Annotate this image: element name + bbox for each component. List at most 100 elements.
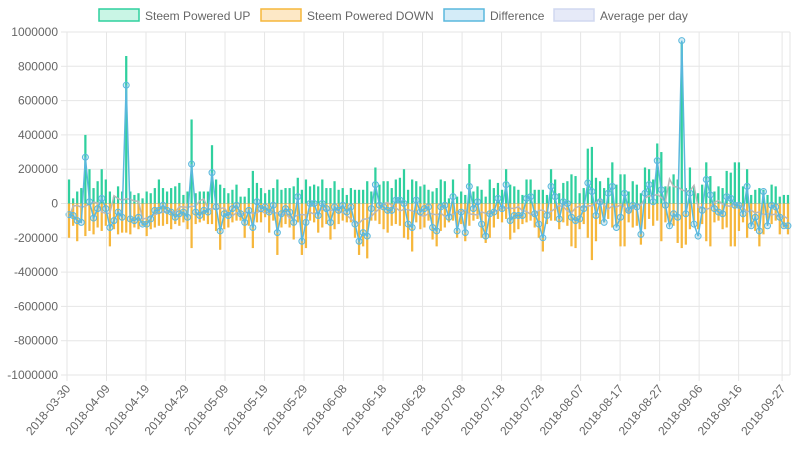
legend-item-1[interactable]: Steem Powered DOWN xyxy=(260,8,434,23)
bar-up xyxy=(476,186,479,204)
bar-up xyxy=(304,179,308,204)
bar-up xyxy=(692,186,696,204)
bar-down xyxy=(141,203,144,226)
y-tick-label: 800000 xyxy=(18,59,58,73)
bar-up xyxy=(219,184,222,204)
difference-point xyxy=(633,203,641,211)
difference-point xyxy=(155,206,163,214)
bar-down xyxy=(554,203,557,221)
bar-up xyxy=(288,188,291,204)
bar-down xyxy=(202,203,205,221)
difference-point xyxy=(208,169,216,177)
difference-point xyxy=(159,201,167,209)
y-axis: 1000000 800000 600000 400000 200000 0 -200000 -… xyxy=(7,25,68,382)
difference-point xyxy=(604,189,612,197)
bar-up xyxy=(161,188,165,204)
bar-down xyxy=(774,203,777,221)
y-tick-label: -200000 xyxy=(14,231,58,245)
difference-point xyxy=(625,206,633,214)
bar-down xyxy=(574,203,577,249)
bar-down xyxy=(623,203,626,247)
difference-point xyxy=(535,220,543,228)
bar-down xyxy=(778,203,781,235)
difference-point xyxy=(588,187,596,195)
series-difference xyxy=(65,37,792,245)
legend-item-2[interactable]: Difference xyxy=(443,8,545,23)
difference-point xyxy=(694,232,702,240)
bar-up xyxy=(170,188,173,204)
bar-up xyxy=(292,186,295,204)
difference-point xyxy=(269,201,277,209)
bar-down xyxy=(676,203,679,243)
bar-up xyxy=(137,193,140,204)
difference-point xyxy=(261,203,269,211)
bar-up xyxy=(586,148,589,204)
bar-up xyxy=(268,189,271,204)
bar-up xyxy=(517,189,520,204)
difference-point xyxy=(249,224,257,232)
bar-down xyxy=(750,203,753,225)
bar-up xyxy=(451,179,455,204)
bar-up xyxy=(325,188,328,204)
bar-down xyxy=(88,203,91,231)
bar-down xyxy=(745,203,749,238)
bar-down xyxy=(415,203,418,223)
difference-point xyxy=(547,182,555,190)
bar-down xyxy=(517,203,520,230)
bar-up xyxy=(741,186,745,204)
bar-down xyxy=(161,203,165,226)
bar-down xyxy=(664,203,667,223)
bar-down xyxy=(631,203,634,228)
difference-point xyxy=(85,198,93,206)
legend-swatch xyxy=(260,8,302,22)
difference-point xyxy=(784,222,792,230)
bar-down xyxy=(214,203,218,231)
bar-up xyxy=(194,193,197,204)
bar-up xyxy=(186,191,189,204)
bar-down xyxy=(145,203,148,237)
legend-item-3[interactable]: Average per day xyxy=(553,8,688,23)
bar-up xyxy=(145,191,148,204)
difference-point xyxy=(751,213,759,221)
bar-up xyxy=(696,193,700,204)
difference-point xyxy=(122,81,130,89)
bar-down xyxy=(382,203,385,230)
bar-up xyxy=(439,179,442,204)
difference-point xyxy=(551,193,559,201)
bar-down xyxy=(484,203,487,243)
bar-up xyxy=(423,184,426,204)
legend-item-0[interactable]: Steem Powered UP xyxy=(98,8,250,23)
difference-point xyxy=(290,218,298,226)
difference-point xyxy=(408,224,416,232)
difference-point xyxy=(457,208,465,216)
bar-up xyxy=(500,189,504,204)
difference-point xyxy=(77,218,85,226)
bar-up xyxy=(582,188,585,204)
difference-point xyxy=(98,194,106,202)
bar-up xyxy=(272,188,275,204)
difference-point xyxy=(539,234,547,242)
bar-up xyxy=(362,189,365,204)
bar-up xyxy=(562,182,565,204)
difference-point xyxy=(184,213,191,221)
bar-down xyxy=(562,203,565,223)
difference-point xyxy=(690,220,698,228)
difference-point xyxy=(449,193,457,201)
bar-down xyxy=(378,203,381,225)
bar-up xyxy=(341,188,344,204)
bar-down xyxy=(770,203,773,225)
legend-label: Steem Powered UP xyxy=(145,9,250,23)
bar-up xyxy=(488,179,491,204)
bar-up xyxy=(280,189,283,204)
bar-up xyxy=(496,182,500,204)
bar-up xyxy=(214,179,218,204)
bar-down xyxy=(639,203,643,245)
bar-up xyxy=(529,179,532,204)
difference-point xyxy=(555,215,563,223)
bar-up xyxy=(247,188,250,204)
bar-up xyxy=(668,186,671,204)
difference-point xyxy=(592,212,600,220)
bar-down xyxy=(116,203,120,235)
bar-up xyxy=(353,189,357,204)
